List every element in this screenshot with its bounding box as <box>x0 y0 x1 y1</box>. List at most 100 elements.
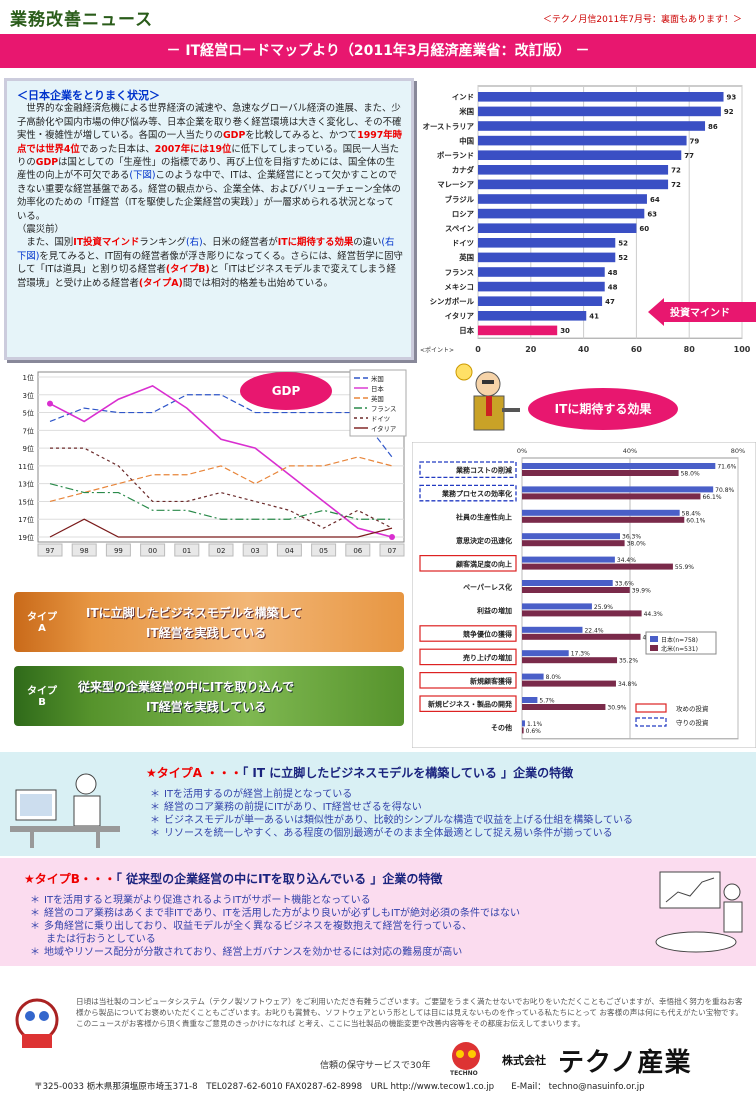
bar <box>478 106 721 117</box>
type-b-line2: IT経営を実践している <box>146 700 267 714</box>
category-label: イタリア <box>445 312 475 321</box>
section-banner: － IT経営ロードマップより（2011年3月経済産業省：改訂版） － <box>0 34 756 68</box>
bar <box>522 556 615 563</box>
category-label: フランス <box>445 268 474 277</box>
bar <box>522 603 592 610</box>
header: 業務改善ニュース ＜テクノ月信2011年7月号：裏面もあります！＞ <box>0 0 756 36</box>
value-label: 79 <box>690 137 700 145</box>
bar <box>522 493 701 500</box>
y-tick-label: 9位 <box>23 444 34 453</box>
x-tick-label: 80 <box>684 345 696 354</box>
bar <box>478 267 605 277</box>
x-tick-box <box>208 543 234 557</box>
bar <box>478 325 558 336</box>
bar <box>478 208 645 219</box>
legend-swatch <box>650 645 658 651</box>
x-tick-label: 00 <box>148 547 157 555</box>
bar <box>478 311 587 321</box>
type-a-title: ★タイプA ・・・「 IT に立脚したビジネスモデルを構築している 」企業の特徴 <box>146 766 574 780</box>
x-tick-box <box>276 543 302 557</box>
bar <box>522 470 679 476</box>
type-a-item: ＊ ITを活用するのが経営上前提となっている <box>150 789 353 800</box>
legend-label: 米国 <box>371 374 384 383</box>
bar <box>522 580 613 586</box>
category-label: 中国 <box>459 136 474 145</box>
type-b-item: ＊地域やリソース配分が分散されており、経営上ガバナンスを効かせるには対応の難易度… <box>30 947 463 958</box>
legend-label: ドイツ <box>371 415 390 423</box>
value-label: 0.6% <box>526 728 542 735</box>
x-tick-label: 80% <box>731 447 745 455</box>
value-label: 58.0% <box>681 471 700 478</box>
it-expectation-chart: 0% 40% 80% 業務コストの削減 71.6% 58.0% 業務プロセスの効率化 70.8… <box>411 441 756 749</box>
legend-attack-label: 攻めの投資 <box>676 704 709 713</box>
type-a-list: ＊ ITを活用するのが経営上前提となっている ＊経営のコア業務の前提にITがあり、… <box>150 788 633 840</box>
legend-label: フランス <box>371 405 396 413</box>
type-a-line2: IT経営を実践している <box>146 626 267 640</box>
x-tick-label: 05 <box>319 547 328 555</box>
value-label: 47 <box>605 298 615 306</box>
type-b-item: または行おうとしている <box>46 934 156 945</box>
type-a-tag: タイプ A <box>27 612 57 634</box>
value-label: 55.9% <box>675 564 694 571</box>
legend-label: 英国 <box>371 394 384 403</box>
category-label: その他 <box>491 723 512 732</box>
x-tick-label: 100 <box>734 345 751 354</box>
bar <box>522 610 642 617</box>
gdp-callout: GDP <box>240 372 332 410</box>
status-text: ＜日本企業をとりまく状況＞ 世界的な金融経済危機による世界経済の減速や、急速なグ… <box>17 89 403 290</box>
y-tick-label: 5位 <box>23 409 34 418</box>
attack-frame <box>419 695 517 712</box>
x-tick-label: 0 <box>475 345 481 354</box>
y-tick-label: 1位 <box>23 373 34 382</box>
value-label: 1.1% <box>527 721 543 728</box>
defense-frame <box>419 484 517 502</box>
japan-end-marker <box>389 534 395 540</box>
x-tick-box <box>140 543 166 557</box>
x-tick-box <box>37 543 63 557</box>
attack-frame <box>419 554 517 572</box>
x-tick-label: 60 <box>631 345 643 354</box>
series-line <box>49 456 393 503</box>
type-b-box: タイプ B 従来型の企業経営の中にITを取り込んで IT経営を実践している <box>14 666 404 726</box>
status-paragraph-1: 世界的な金融経済危機による世界経済の減速や、急速なグローバル経済の進展、また、少… <box>17 103 403 222</box>
category-label: 英国 <box>458 253 474 262</box>
type-b-item: ＊多角経営に乗り出しており、収益モデルが全く異なるビジネスを複数抱えて経営を行っ… <box>30 921 472 932</box>
value-label: 52 <box>618 254 628 262</box>
it-investment-mind-chart: 0 20 40 60 80 100 <ポイント> インド 93 米国 92 オーストラリア 86 中国 79… <box>416 78 756 356</box>
meeting-illustration <box>652 862 752 962</box>
value-label: 58.4% <box>682 510 701 517</box>
company-logo: TECHNO <box>448 1040 484 1078</box>
it-investment-mind-svg: 0 20 40 60 80 100 <ポイント> インド 93 米国 92 オーストラリア 86 中国 79… <box>420 85 751 354</box>
x-tick-label: 06 <box>353 547 362 555</box>
y-tick-label: 19位 <box>18 533 34 542</box>
value-label: 30.9% <box>607 705 626 712</box>
legend-label: 日本 <box>371 384 384 393</box>
category-label: ブラジル <box>445 195 475 204</box>
legend-defense-swatch <box>635 717 667 727</box>
category-label: ドイツ <box>452 239 474 248</box>
bar <box>522 673 544 680</box>
category-label: 意思決定の迅速化 <box>456 536 512 545</box>
bar <box>522 540 625 547</box>
value-label: 71.6% <box>717 464 736 471</box>
bar <box>478 238 616 248</box>
category-label: 競争優位の獲得 <box>463 630 512 639</box>
category-label: ペーパーレス化 <box>463 583 512 592</box>
bar <box>478 165 669 175</box>
value-label: 8.0% <box>546 674 562 681</box>
category-label: 利益の増加 <box>477 606 512 615</box>
category-label: 米国 <box>458 107 474 116</box>
status-paragraph-2: （震災前） <box>17 224 64 236</box>
bar <box>522 463 716 469</box>
series-line <box>50 447 393 529</box>
x-tick-label: 07 <box>388 547 397 555</box>
bar <box>522 650 569 657</box>
series-line <box>49 483 392 520</box>
x-tick-label: 0% <box>517 447 527 455</box>
x-tick-label: 03 <box>251 547 260 555</box>
legend-label: 日本(n=758) <box>661 636 698 644</box>
value-label: 52 <box>618 240 628 248</box>
newsletter-title: 業務改善ニュース <box>10 10 154 30</box>
value-label: 92 <box>724 108 734 116</box>
bar <box>522 486 714 493</box>
